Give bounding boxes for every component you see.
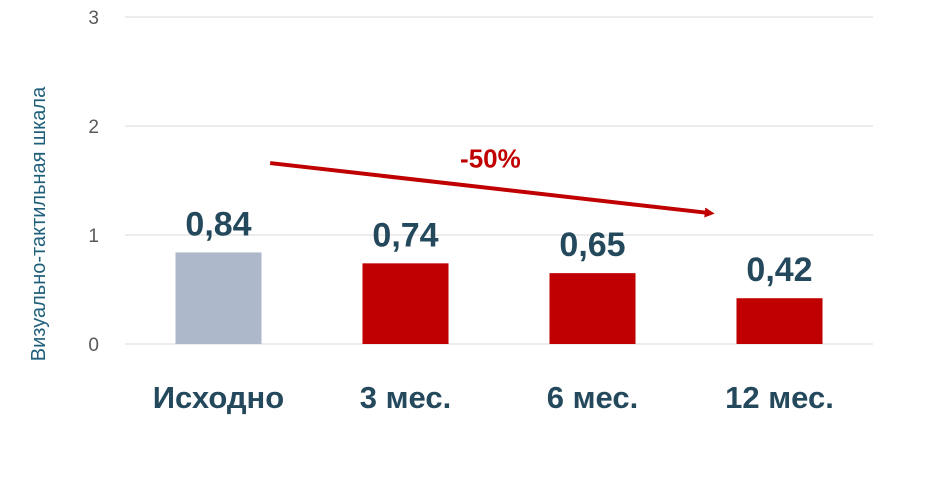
trend-annotation-label: -50% — [460, 143, 521, 173]
data-label: 0,65 — [559, 226, 625, 264]
y-tick-label: 3 — [88, 8, 99, 29]
trend-arrow — [269, 161, 715, 218]
category-labels: Исходно 3 мес. 6 мес. 12 мес. — [153, 380, 834, 415]
y-tick-label: 2 — [88, 117, 99, 138]
y-tick-label: 1 — [88, 226, 99, 247]
data-label: 0,74 — [372, 216, 438, 254]
value-labels: 0,84 0,74 0,65 0,42 — [185, 205, 812, 289]
bar — [175, 252, 262, 344]
x-tick-label: 3 мес. — [360, 380, 451, 415]
y-axis-title: Визуально-тактильная шкала — [28, 86, 50, 361]
data-label: 0,84 — [185, 205, 251, 243]
x-tick-label: Исходно — [153, 380, 284, 415]
bar — [549, 273, 636, 344]
x-tick-label: 6 мес. — [547, 380, 638, 415]
bar — [362, 263, 449, 344]
bar — [736, 298, 823, 344]
x-tick-label: 12 мес. — [725, 380, 834, 415]
y-tick-label: 0 — [88, 335, 99, 356]
bars — [175, 252, 823, 344]
y-axis-ticks: 0 1 2 3 — [88, 8, 99, 356]
trend-annotation: -50% — [269, 143, 715, 218]
data-label: 0,42 — [746, 251, 812, 289]
